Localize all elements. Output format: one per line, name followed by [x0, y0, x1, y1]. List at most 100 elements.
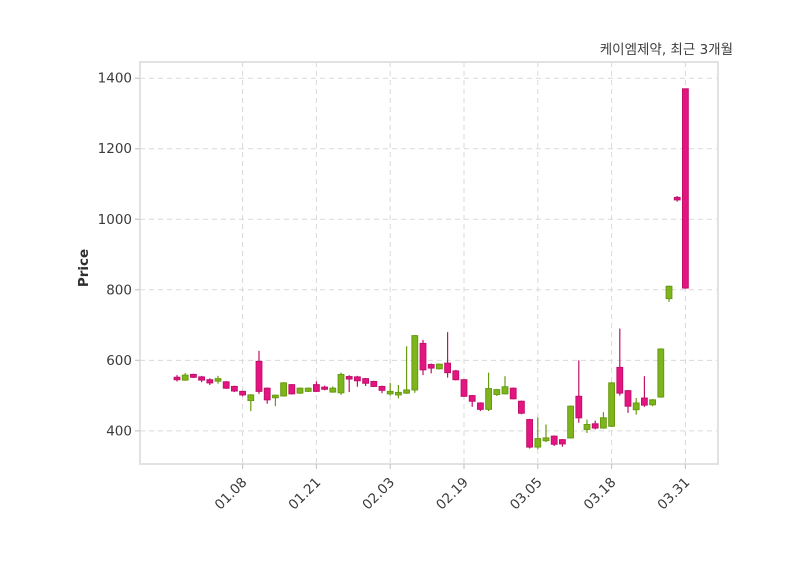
candle-54[interactable] [616, 328, 624, 396]
candle-body-43 [526, 419, 534, 448]
candle-body-8 [239, 390, 246, 396]
candle-47[interactable] [559, 438, 566, 447]
candle-57[interactable] [641, 376, 648, 407]
candle-48[interactable] [567, 405, 575, 439]
candle-10[interactable] [255, 350, 263, 394]
candle-body-23 [362, 378, 370, 384]
candle-18[interactable] [321, 385, 329, 391]
y-tick-label-600: 600 [106, 353, 132, 369]
candle-58[interactable] [649, 399, 657, 407]
chart-title: 케이엠제약, 최근 3개월 [600, 42, 733, 58]
candle-60[interactable] [665, 285, 673, 302]
candle-13[interactable] [280, 382, 288, 397]
candle-body-37 [477, 402, 484, 410]
candle-3[interactable] [198, 375, 205, 383]
candle-body-17 [313, 384, 320, 392]
candle-6[interactable] [222, 381, 230, 389]
candle-34[interactable] [452, 369, 460, 381]
candle-35[interactable] [460, 379, 468, 397]
candle-50[interactable] [583, 419, 591, 433]
candle-40[interactable] [501, 376, 509, 395]
candle-14[interactable] [288, 383, 296, 395]
candle-20[interactable] [337, 372, 345, 395]
candle-33[interactable] [444, 332, 452, 378]
candle-body-22 [354, 376, 361, 382]
candle-body-16 [304, 387, 312, 392]
candle-body-36 [468, 395, 476, 402]
plot-frame-layer [139, 61, 719, 465]
candle-15[interactable] [296, 387, 304, 394]
candle-body-7 [231, 385, 238, 392]
y-tick-label-800: 800 [106, 282, 132, 298]
candle-32[interactable] [436, 363, 443, 370]
candle-body-50 [583, 424, 591, 430]
candle-body-59 [657, 348, 665, 398]
candle-body-18 [321, 386, 329, 390]
candle-29[interactable] [411, 334, 419, 393]
candle-41[interactable] [509, 387, 517, 400]
candle-4[interactable] [206, 378, 214, 386]
candle-body-27 [395, 391, 402, 396]
candle-2[interactable] [190, 373, 197, 378]
candle-26[interactable] [386, 382, 394, 396]
candle-9[interactable] [247, 394, 255, 412]
candle-body-35 [460, 379, 468, 397]
candle-21[interactable] [345, 375, 353, 393]
candle-body-6 [222, 381, 230, 389]
candle-62[interactable] [682, 88, 689, 289]
y-tick-label-1200: 1200 [98, 141, 132, 157]
candle-39[interactable] [493, 388, 501, 396]
candle-42[interactable] [518, 400, 525, 415]
candle-body-39 [493, 389, 501, 396]
candle-56[interactable] [632, 398, 640, 415]
candle-body-42 [518, 400, 525, 414]
candle-37[interactable] [477, 402, 484, 412]
candle-body-51 [591, 423, 599, 429]
candle-5[interactable] [214, 375, 222, 384]
candle-1[interactable] [181, 373, 189, 381]
candle-59[interactable] [657, 348, 665, 398]
candle-body-49 [575, 395, 583, 419]
candle-36[interactable] [468, 394, 476, 407]
candle-body-46 [550, 435, 558, 445]
candle-11[interactable] [263, 387, 271, 404]
candle-16[interactable] [304, 387, 312, 393]
candle-body-15 [296, 387, 304, 394]
candle-27[interactable] [395, 385, 402, 399]
candle-19[interactable] [329, 386, 337, 393]
candle-31[interactable] [427, 363, 435, 374]
candle-body-41 [509, 387, 517, 400]
candle-51[interactable] [591, 420, 599, 430]
candle-body-31 [427, 364, 435, 369]
candle-24[interactable] [370, 380, 378, 388]
candle-44[interactable] [534, 417, 542, 450]
candle-49[interactable] [575, 360, 583, 423]
candle-38[interactable] [485, 372, 493, 412]
candle-7[interactable] [231, 385, 238, 393]
candle-45[interactable] [542, 424, 550, 443]
candle-body-40 [501, 386, 509, 395]
candle-55[interactable] [624, 389, 632, 413]
candle-body-53 [608, 382, 616, 427]
candle-body-24 [370, 380, 378, 387]
candle-body-20 [337, 373, 345, 394]
candle-53[interactable] [608, 382, 616, 427]
candle-30[interactable] [419, 339, 427, 376]
candle-52[interactable] [600, 412, 607, 429]
candle-body-55 [624, 390, 632, 407]
candle-17[interactable] [313, 381, 320, 393]
candle-28[interactable] [403, 346, 411, 394]
candle-0[interactable] [173, 375, 181, 382]
candle-body-38 [485, 388, 493, 410]
candle-22[interactable] [354, 375, 361, 387]
candle-25[interactable] [378, 385, 386, 394]
candle-8[interactable] [239, 390, 246, 397]
candle-61[interactable] [673, 196, 681, 202]
candle-46[interactable] [550, 435, 558, 447]
candle-23[interactable] [362, 377, 370, 387]
candle-body-13 [280, 382, 288, 397]
candle-body-12 [272, 394, 279, 399]
candle-12[interactable] [272, 394, 279, 407]
candle-43[interactable] [526, 418, 534, 449]
